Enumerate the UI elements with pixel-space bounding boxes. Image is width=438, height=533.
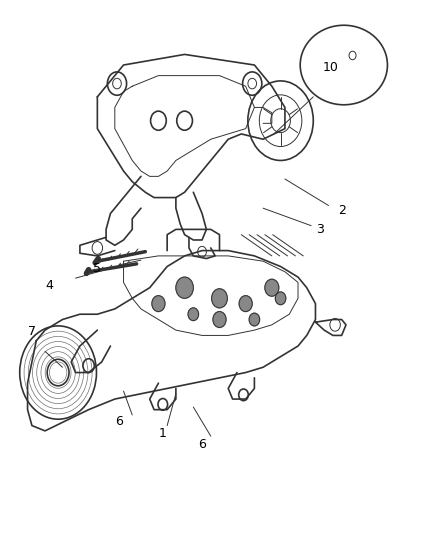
Circle shape	[211, 289, 227, 308]
Circle shape	[152, 296, 165, 312]
Text: 6: 6	[198, 438, 205, 450]
Circle shape	[212, 312, 226, 327]
Text: 7: 7	[28, 325, 36, 338]
Circle shape	[249, 313, 259, 326]
Circle shape	[187, 308, 198, 320]
Text: 1: 1	[159, 427, 166, 440]
Circle shape	[176, 277, 193, 298]
Text: 2: 2	[337, 204, 345, 217]
Circle shape	[239, 296, 252, 312]
Text: 5: 5	[93, 262, 101, 274]
Text: 4: 4	[45, 279, 53, 292]
Ellipse shape	[300, 25, 387, 105]
Circle shape	[275, 292, 285, 305]
Circle shape	[264, 279, 278, 296]
Text: 3: 3	[315, 223, 323, 236]
Text: 6: 6	[115, 415, 123, 428]
Text: 10: 10	[322, 61, 338, 74]
